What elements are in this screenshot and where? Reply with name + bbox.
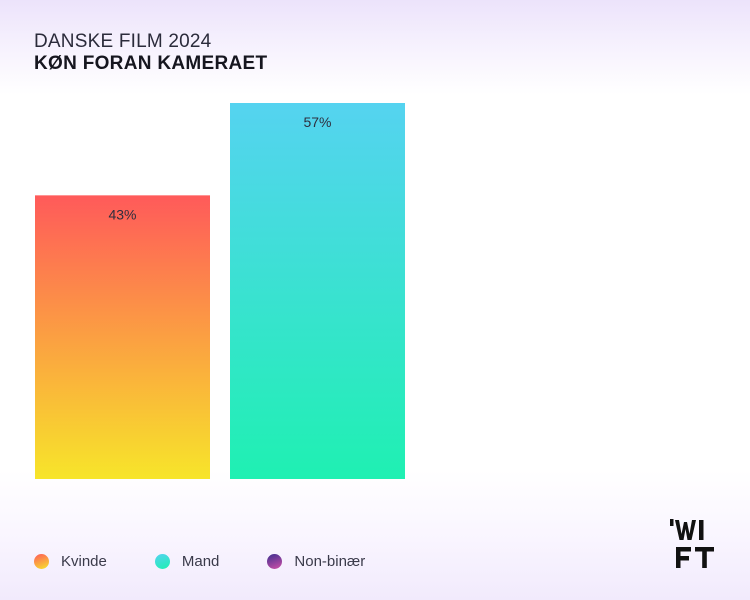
legend-swatch-non-binaer [267,554,283,569]
logo-letter-t [695,547,714,568]
legend-label-non-binaer: Non-binær [294,553,366,570]
legend-item-non-binaer[interactable]: Non-binær [267,553,365,570]
legend-swatch-kvinde [34,554,49,569]
wift-logo [670,519,714,568]
legend-label-mand: Mand [181,553,220,570]
bar-mand[interactable] [230,103,405,479]
legend-item-kvinde[interactable]: Kvinde [34,553,107,570]
bar-kvinde[interactable] [35,195,210,479]
logo-apostrophe [670,519,674,526]
bar-value-label-kvinde: 43% [108,206,136,222]
legend-swatch-mand [154,554,170,569]
chart-header: DANSKE FILM 2024 KØN FORAN KAMERAET [34,31,267,75]
logo-letter-i [699,520,704,540]
chart-title: DANSKE FILM 2024 [34,31,212,52]
chart-legend: Kvinde Mand Non-binær [34,553,413,570]
logo-letter-f [676,547,691,568]
legend-item-mand[interactable]: Mand [154,553,220,570]
chart-subtitle: KØN FORAN KAMERAET [34,53,268,74]
bar-value-label-mand: 57% [303,114,331,130]
logo-letter-w [675,520,696,540]
legend-label-kvinde: Kvinde [61,553,107,570]
